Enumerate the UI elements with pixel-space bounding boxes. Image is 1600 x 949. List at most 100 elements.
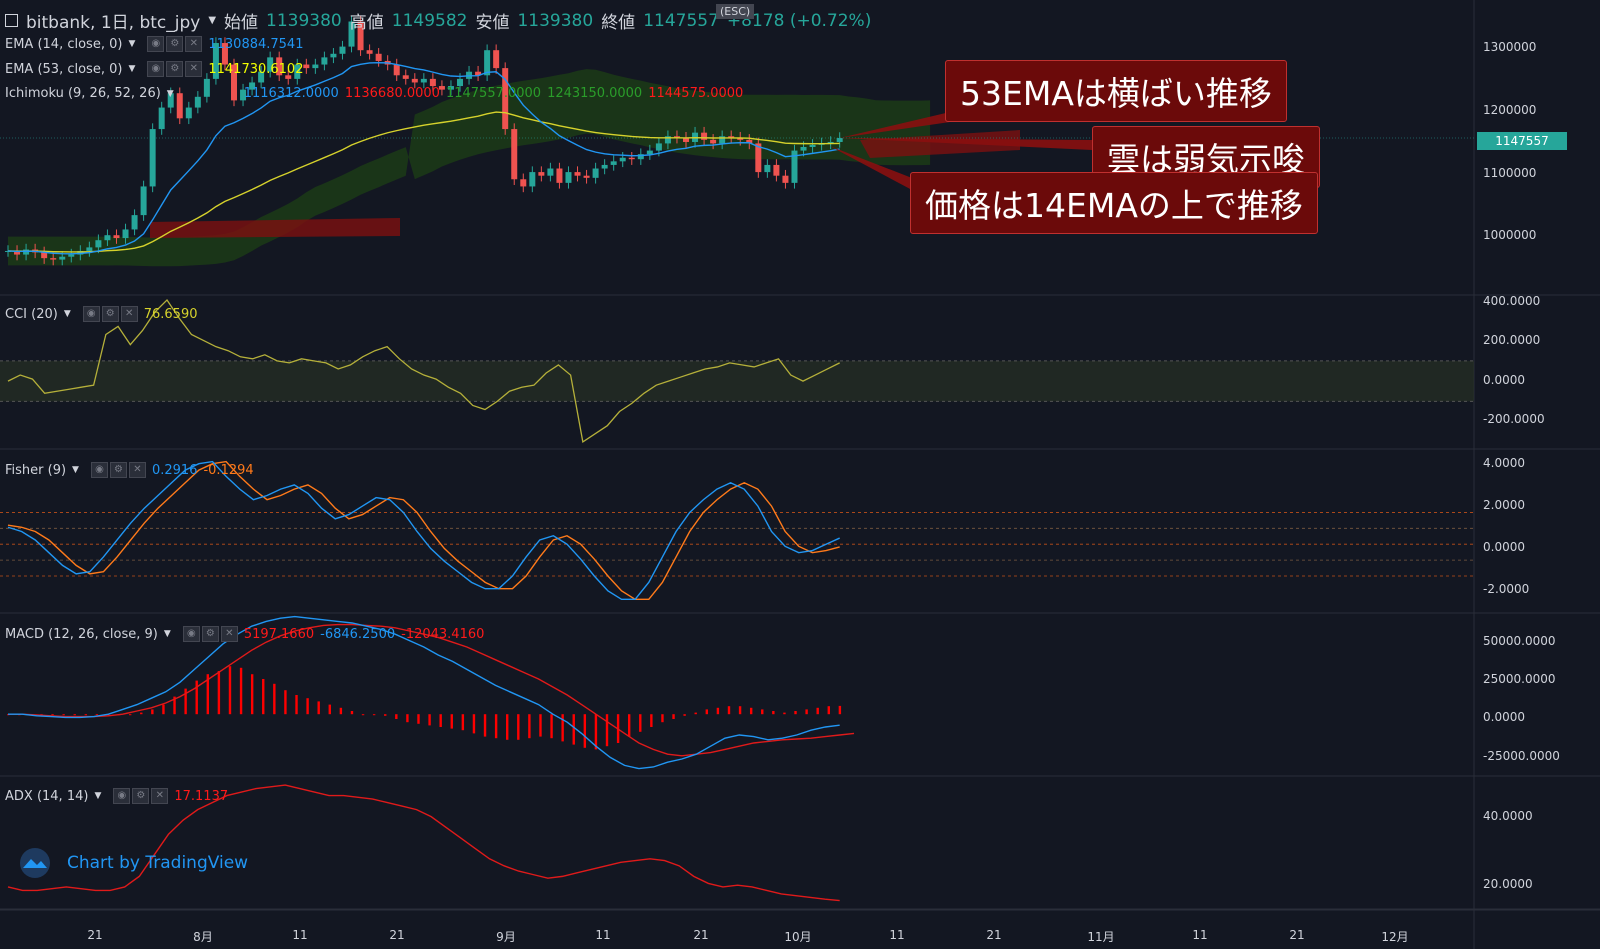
gear-icon[interactable]: ⚙: [201, 626, 219, 642]
macd-histogram-bar: [62, 714, 65, 716]
candle-body: [583, 175, 590, 178]
ema14-controls[interactable]: ◉ ⚙ ✕: [147, 36, 203, 52]
ema14-label: EMA (14, close, 0): [5, 36, 123, 52]
annotation-price[interactable]: 価格は14EMAの上で推移: [910, 172, 1318, 234]
gear-icon[interactable]: ⚙: [166, 36, 184, 52]
candle-body: [447, 86, 454, 90]
close-icon[interactable]: ✕: [185, 36, 203, 52]
cci-controls[interactable]: ◉ ⚙ ✕: [82, 306, 138, 322]
macd-histogram-bar: [738, 706, 742, 715]
macd-histogram-bar: [661, 714, 664, 723]
eye-icon[interactable]: ◉: [90, 462, 108, 478]
chevron-down-icon[interactable]: ▼: [163, 629, 171, 639]
fisher-line: [7, 460, 840, 600]
adx-legend[interactable]: ADX (14, 14) ▼ ◉ ⚙ ✕ 17.1137: [5, 788, 228, 804]
candle-body: [321, 57, 328, 65]
eye-icon[interactable]: ◉: [82, 306, 100, 322]
close-icon[interactable]: ✕: [220, 626, 238, 642]
price-tick: 1300000: [1483, 40, 1537, 54]
macd-histogram-bar: [506, 714, 509, 740]
macd-value-2: -6846.2500: [320, 626, 396, 642]
adx-label: ADX (14, 14): [5, 788, 89, 804]
macd-histogram-bar: [639, 714, 642, 732]
annotation-arrows: [829, 112, 1092, 190]
chart-settings-icon[interactable]: [5, 14, 18, 27]
gear-icon[interactable]: ⚙: [101, 306, 119, 322]
candle-body: [683, 137, 689, 142]
candle-body: [221, 43, 228, 65]
low-value: 1139380: [517, 10, 594, 31]
candle-body: [773, 164, 780, 176]
chevron-down-icon[interactable]: ▼: [94, 791, 102, 801]
cci-value: 76.6590: [143, 306, 198, 322]
macd-histogram-bar: [572, 714, 575, 745]
candle-body: [457, 78, 463, 87]
date-tick: 11: [889, 928, 905, 942]
candle-body: [113, 235, 120, 239]
candle-body: [50, 258, 57, 260]
tradingview-watermark[interactable]: Chart by TradingView: [15, 848, 248, 878]
chevron-down-icon[interactable]: ▼: [208, 15, 217, 26]
fisher-tick: 0.0000: [1483, 540, 1525, 554]
gear-icon[interactable]: ⚙: [166, 61, 184, 77]
candle-body: [158, 107, 165, 130]
price-tick: 1100000: [1483, 166, 1537, 180]
ema53-legend[interactable]: EMA (53, close, 0) ▼ ◉ ⚙ ✕ 1141730.6102: [5, 61, 303, 77]
ema53-controls[interactable]: ◉ ⚙ ✕: [147, 61, 203, 77]
escape-hint[interactable]: (ESC): [716, 4, 755, 19]
eye-icon[interactable]: ◉: [147, 61, 165, 77]
adx-tick: 20.0000: [1483, 877, 1533, 891]
macd-histogram-bar: [73, 714, 76, 716]
gear-icon[interactable]: ⚙: [132, 788, 150, 804]
ema14-legend[interactable]: EMA (14, close, 0) ▼ ◉ ⚙ ✕ 1130884.7541: [5, 36, 303, 52]
symbol-header: bitbank, 1日, btc_jpy ▼ 始値 1139380 高値 11495…: [5, 8, 871, 33]
macd-histogram-bar: [517, 714, 520, 740]
symbol-title[interactable]: bitbank, 1日, btc_jpy: [26, 13, 201, 33]
fisher-legend[interactable]: Fisher (9) ▼ ◉ ⚙ ✕ 0.2916 -0.1294: [5, 462, 254, 478]
macd-pane: [7, 615, 855, 770]
close-icon[interactable]: ✕: [120, 306, 138, 322]
candle-body: [556, 168, 563, 183]
macd-histogram-bar: [239, 667, 243, 715]
chevron-down-icon[interactable]: ▼: [128, 64, 136, 74]
adx-controls[interactable]: ◉ ⚙ ✕: [113, 788, 169, 804]
candle-body: [755, 143, 762, 173]
price-pane: [0, 15, 1474, 267]
annotation-arrow: [829, 145, 912, 190]
macd-histogram-bar: [716, 707, 720, 715]
candle-body: [827, 141, 834, 144]
candle-body: [438, 86, 445, 90]
cci-legend[interactable]: CCI (20) ▼ ◉ ⚙ ✕ 76.6590: [5, 306, 198, 322]
date-tick: 10月: [784, 930, 812, 944]
chevron-down-icon[interactable]: ▼: [128, 39, 136, 49]
annotation-53ema[interactable]: 53EMAは横ばい推移: [945, 60, 1287, 122]
eye-icon[interactable]: ◉: [182, 626, 200, 642]
eye-icon[interactable]: ◉: [147, 36, 165, 52]
cci-line: [7, 299, 840, 444]
macd-histogram-bar: [350, 711, 354, 715]
chevron-down-icon[interactable]: ▼: [63, 309, 71, 319]
macd-value-1: 5197.1660: [243, 626, 315, 642]
cci-band: [0, 360, 1474, 402]
macd-legend[interactable]: MACD (12, 26, close, 9) ▼ ◉ ⚙ ✕ 5197.1660 -…: [5, 626, 484, 642]
macd-histogram-bar: [450, 714, 453, 729]
fisher-controls[interactable]: ◉ ⚙ ✕: [90, 462, 146, 478]
chevron-down-icon[interactable]: ▼: [166, 88, 174, 99]
eye-icon[interactable]: ◉: [113, 788, 131, 804]
macd-histogram-bar: [594, 714, 598, 750]
close-icon[interactable]: ✕: [185, 61, 203, 77]
candle-body: [267, 57, 274, 72]
chevron-down-icon[interactable]: ▼: [72, 465, 79, 475]
close-icon[interactable]: ✕: [128, 462, 146, 478]
macd-histogram-bar: [195, 680, 198, 715]
candle-body: [312, 64, 319, 69]
gear-icon[interactable]: ⚙: [109, 462, 127, 478]
macd-histogram-bar: [206, 674, 210, 715]
date-tick: 11: [1192, 928, 1208, 942]
candle-body: [348, 21, 355, 47]
annotation-arrow: [839, 112, 950, 138]
ichimoku-legend[interactable]: Ichimoku (9, 26, 52, 26) ▼ 1116312.0000 1…: [5, 86, 743, 101]
close-icon[interactable]: ✕: [151, 788, 169, 804]
macd-controls[interactable]: ◉ ⚙ ✕: [182, 626, 238, 642]
